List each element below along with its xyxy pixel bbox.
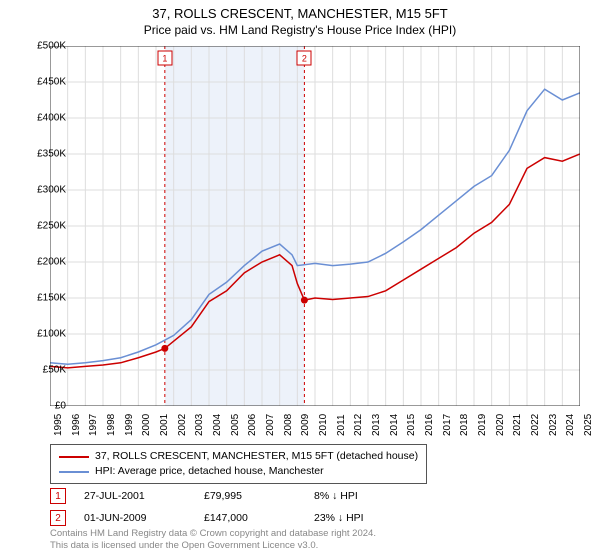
x-tick-label: 2022	[530, 414, 541, 436]
chart-area	[50, 46, 580, 406]
x-tick-label: 2024	[565, 414, 576, 436]
x-tick-label: 2025	[583, 414, 594, 436]
x-tick-label: 1998	[106, 414, 117, 436]
sale-diff-1: 8% ↓ HPI	[314, 490, 358, 502]
x-tick-label: 2009	[300, 414, 311, 436]
legend-item-hpi: HPI: Average price, detached house, Manc…	[59, 464, 418, 479]
chart-sale-marker-1: 1	[157, 51, 172, 66]
x-tick-label: 2019	[477, 414, 488, 436]
chart-title-block: 37, ROLLS CRESCENT, MANCHESTER, M15 5FT …	[0, 0, 600, 37]
y-tick-label: £400K	[22, 113, 66, 124]
x-tick-label: 2012	[353, 414, 364, 436]
x-tick-label: 2011	[336, 414, 347, 436]
chart-sale-marker-2: 2	[297, 51, 312, 66]
y-tick-label: £100K	[22, 329, 66, 340]
x-tick-label: 2007	[265, 414, 276, 436]
x-tick-label: 2001	[159, 414, 170, 436]
title-line2: Price paid vs. HM Land Registry's House …	[0, 23, 600, 37]
x-tick-label: 1995	[53, 414, 64, 436]
y-tick-label: £200K	[22, 257, 66, 268]
x-tick-label: 2005	[230, 414, 241, 436]
sale-price-2: £147,000	[204, 512, 314, 524]
x-tick-label: 1999	[124, 414, 135, 436]
x-tick-label: 2008	[283, 414, 294, 436]
sale-marker-2: 2	[50, 510, 66, 526]
footer-line1: Contains HM Land Registry data © Crown c…	[50, 528, 376, 540]
x-tick-label: 2006	[247, 414, 258, 436]
sale-marker-1: 1	[50, 488, 66, 504]
y-tick-label: £50K	[22, 365, 66, 376]
y-tick-label: £0	[22, 401, 66, 412]
y-tick-label: £150K	[22, 293, 66, 304]
sale-date-1: 27-JUL-2001	[84, 490, 204, 502]
sale-row-1: 1 27-JUL-2001 £79,995 8% ↓ HPI	[50, 488, 364, 504]
legend-swatch-hpi	[59, 471, 89, 473]
x-tick-label: 2023	[548, 414, 559, 436]
x-tick-label: 2000	[141, 414, 152, 436]
y-tick-label: £300K	[22, 185, 66, 196]
title-line1: 37, ROLLS CRESCENT, MANCHESTER, M15 5FT	[0, 6, 600, 21]
legend-box: 37, ROLLS CRESCENT, MANCHESTER, M15 5FT …	[50, 444, 427, 484]
x-tick-label: 2021	[512, 414, 523, 436]
sale-price-1: £79,995	[204, 490, 314, 502]
legend-label-property: 37, ROLLS CRESCENT, MANCHESTER, M15 5FT …	[95, 449, 418, 464]
x-tick-label: 1997	[88, 414, 99, 436]
footer-attribution: Contains HM Land Registry data © Crown c…	[50, 528, 376, 552]
x-tick-label: 2002	[177, 414, 188, 436]
sales-table: 1 27-JUL-2001 £79,995 8% ↓ HPI 2 01-JUN-…	[50, 488, 364, 532]
x-tick-label: 2010	[318, 414, 329, 436]
x-tick-label: 2004	[212, 414, 223, 436]
y-tick-label: £350K	[22, 149, 66, 160]
legend-label-hpi: HPI: Average price, detached house, Manc…	[95, 464, 324, 479]
x-tick-label: 2020	[495, 414, 506, 436]
x-tick-label: 2014	[389, 414, 400, 436]
x-tick-label: 1996	[71, 414, 82, 436]
legend-item-property: 37, ROLLS CRESCENT, MANCHESTER, M15 5FT …	[59, 449, 418, 464]
footer-line2: This data is licensed under the Open Gov…	[50, 540, 376, 552]
x-tick-label: 2015	[406, 414, 417, 436]
sale-date-2: 01-JUN-2009	[84, 512, 204, 524]
sale-diff-2: 23% ↓ HPI	[314, 512, 364, 524]
legend-swatch-property	[59, 456, 89, 458]
x-tick-label: 2017	[442, 414, 453, 436]
x-tick-label: 2018	[459, 414, 470, 436]
x-tick-label: 2003	[194, 414, 205, 436]
x-tick-label: 2016	[424, 414, 435, 436]
y-tick-label: £500K	[22, 41, 66, 52]
y-tick-label: £450K	[22, 77, 66, 88]
line-chart-svg	[50, 46, 580, 406]
sale-row-2: 2 01-JUN-2009 £147,000 23% ↓ HPI	[50, 510, 364, 526]
y-tick-label: £250K	[22, 221, 66, 232]
x-tick-label: 2013	[371, 414, 382, 436]
